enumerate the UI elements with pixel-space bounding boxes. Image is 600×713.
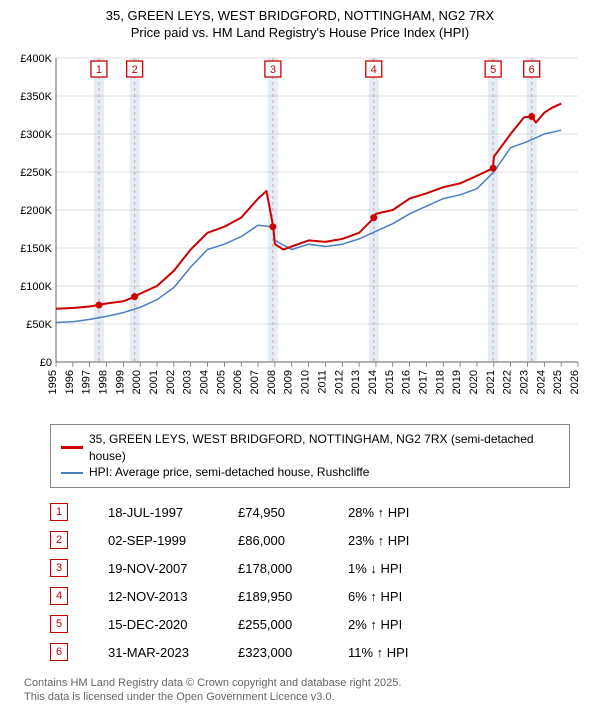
svg-text:2012: 2012 [333, 370, 345, 394]
svg-text:2005: 2005 [215, 370, 227, 394]
svg-text:£200K: £200K [20, 205, 52, 217]
transaction-price: £74,950 [238, 505, 348, 520]
svg-text:2: 2 [132, 64, 138, 76]
transaction-marker-number: 2 [50, 531, 68, 549]
transaction-row: 4 12-NOV-2013£189,9506% ↑ HPI [50, 582, 570, 610]
legend-label: HPI: Average price, semi-detached house,… [89, 464, 369, 481]
svg-text:1995: 1995 [47, 370, 59, 394]
transaction-price: £178,000 [238, 561, 348, 576]
svg-text:2004: 2004 [199, 370, 211, 394]
svg-text:2016: 2016 [401, 370, 413, 394]
transaction-table: 1 18-JUL-1997£74,95028% ↑ HPI 2 02-SEP-1999… [50, 498, 570, 666]
legend-row: HPI: Average price, semi-detached house,… [61, 464, 559, 481]
svg-text:2024: 2024 [535, 370, 547, 394]
transaction-date: 31-MAR-2023 [108, 645, 238, 660]
transaction-date: 18-JUL-1997 [108, 505, 238, 520]
transaction-date: 19-NOV-2007 [108, 561, 238, 576]
svg-text:2018: 2018 [434, 370, 446, 394]
transaction-marker-number: 5 [50, 615, 68, 633]
svg-text:£100K: £100K [20, 281, 52, 293]
legend-swatch [61, 446, 83, 449]
transaction-date: 12-NOV-2013 [108, 589, 238, 604]
legend-swatch [61, 472, 83, 474]
svg-text:£0: £0 [40, 357, 52, 369]
svg-text:2001: 2001 [148, 370, 160, 394]
transaction-diff: 28% ↑ HPI [348, 505, 468, 520]
chart-title: 35, GREEN LEYS, WEST BRIDGFORD, NOTTINGH… [12, 8, 588, 42]
transaction-row: 5 15-DEC-2020£255,0002% ↑ HPI [50, 610, 570, 638]
svg-text:£300K: £300K [20, 129, 52, 141]
svg-text:4: 4 [371, 64, 377, 76]
svg-text:2002: 2002 [165, 370, 177, 394]
svg-text:2014: 2014 [367, 370, 379, 394]
transaction-diff: 2% ↑ HPI [348, 617, 468, 632]
svg-text:2023: 2023 [518, 370, 530, 394]
svg-text:2022: 2022 [502, 370, 514, 394]
svg-text:2003: 2003 [182, 370, 194, 394]
footer-line-2: This data is licensed under the Open Gov… [24, 691, 335, 703]
line-chart-svg: £0 £50K £100K £150K £200K £250K £300K £350K £400… [12, 48, 588, 418]
svg-text:2025: 2025 [552, 370, 564, 394]
svg-text:2007: 2007 [249, 370, 261, 394]
svg-text:1999: 1999 [114, 370, 126, 394]
transaction-diff: 23% ↑ HPI [348, 533, 468, 548]
svg-text:1: 1 [96, 64, 102, 76]
transaction-row: 2 02-SEP-1999£86,00023% ↑ HPI [50, 526, 570, 554]
legend-row: 35, GREEN LEYS, WEST BRIDGFORD, NOTTINGH… [61, 431, 559, 465]
transaction-price: £323,000 [238, 645, 348, 660]
svg-text:2008: 2008 [266, 370, 278, 394]
svg-text:2006: 2006 [232, 370, 244, 394]
svg-text:2026: 2026 [569, 370, 581, 394]
transaction-marker-number: 3 [50, 559, 68, 577]
svg-text:2010: 2010 [300, 370, 312, 394]
svg-text:1998: 1998 [98, 370, 110, 394]
legend-label: 35, GREEN LEYS, WEST BRIDGFORD, NOTTINGH… [89, 431, 559, 465]
chart-container: 35, GREEN LEYS, WEST BRIDGFORD, NOTTINGH… [0, 0, 600, 713]
transaction-marker-number: 6 [50, 643, 68, 661]
transaction-date: 02-SEP-1999 [108, 533, 238, 548]
transaction-diff: 11% ↑ HPI [348, 645, 468, 660]
transaction-price: £189,950 [238, 589, 348, 604]
svg-text:2020: 2020 [468, 370, 480, 394]
svg-text:3: 3 [270, 64, 276, 76]
footer-line-1: Contains HM Land Registry data © Crown c… [24, 677, 401, 689]
svg-text:2000: 2000 [131, 370, 143, 394]
svg-text:£250K: £250K [20, 167, 52, 179]
svg-text:£50K: £50K [26, 319, 52, 331]
chart-plot: £0 £50K £100K £150K £200K £250K £300K £350K £400… [12, 48, 588, 418]
transaction-date: 15-DEC-2020 [108, 617, 238, 632]
svg-text:6: 6 [529, 64, 535, 76]
svg-text:1997: 1997 [81, 370, 93, 394]
transaction-price: £86,000 [238, 533, 348, 548]
svg-text:2015: 2015 [384, 370, 396, 394]
svg-text:1996: 1996 [64, 370, 76, 394]
svg-text:2011: 2011 [316, 370, 328, 394]
svg-text:5: 5 [490, 64, 496, 76]
transaction-row: 6 31-MAR-2023£323,00011% ↑ HPI [50, 638, 570, 666]
svg-text:2019: 2019 [451, 370, 463, 394]
svg-text:2013: 2013 [350, 370, 362, 394]
svg-text:£150K: £150K [20, 243, 52, 255]
title-line-1: 35, GREEN LEYS, WEST BRIDGFORD, NOTTINGH… [106, 8, 494, 23]
svg-text:2017: 2017 [417, 370, 429, 394]
transaction-diff: 6% ↑ HPI [348, 589, 468, 604]
svg-text:£400K: £400K [20, 53, 52, 65]
footer-attribution: Contains HM Land Registry data © Crown c… [24, 676, 588, 705]
transaction-diff: 1% ↓ HPI [348, 561, 468, 576]
svg-text:£350K: £350K [20, 91, 52, 103]
transaction-price: £255,000 [238, 617, 348, 632]
svg-text:2009: 2009 [283, 370, 295, 394]
transaction-marker-number: 1 [50, 503, 68, 521]
legend: 35, GREEN LEYS, WEST BRIDGFORD, NOTTINGH… [50, 424, 570, 488]
svg-text:2021: 2021 [485, 370, 497, 394]
transaction-marker-number: 4 [50, 587, 68, 605]
transaction-row: 3 19-NOV-2007£178,0001% ↓ HPI [50, 554, 570, 582]
title-line-2: Price paid vs. HM Land Registry's House … [131, 25, 469, 40]
transaction-row: 1 18-JUL-1997£74,95028% ↑ HPI [50, 498, 570, 526]
